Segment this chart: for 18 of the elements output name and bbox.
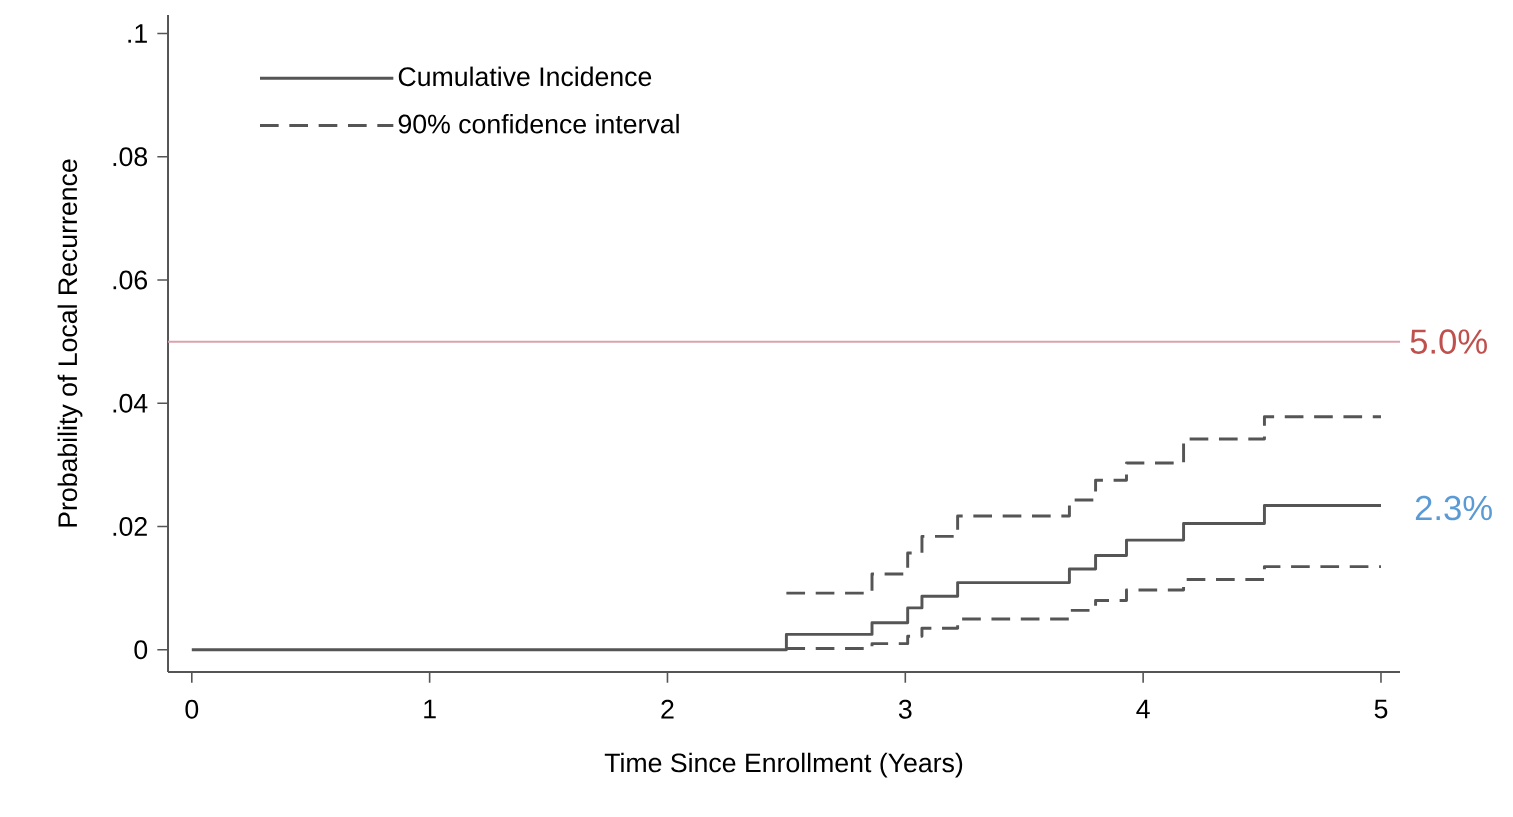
y-tick-label: .06: [113, 270, 148, 290]
annotation: 2.3%: [1415, 495, 1492, 521]
y-tick-label: .08: [113, 147, 148, 167]
x-tick-label: 3: [898, 699, 912, 719]
y-tick-label: .1: [128, 24, 147, 43]
x-tick-label: 0: [185, 699, 199, 719]
x-tick-label: 1: [424, 699, 436, 719]
x-tick-label: 2: [661, 699, 674, 719]
y-tick-label: .02: [113, 517, 147, 536]
x-tick-label: 5: [1374, 699, 1388, 719]
y-tick-label: 0: [134, 640, 148, 660]
ref-line-label: 5.0%: [1410, 329, 1487, 354]
legend-label: Cumulative Incidence: [398, 66, 652, 87]
y-axis-title: Probability of Local Recurrence: [57, 159, 83, 527]
x-tick-label: 4: [1136, 699, 1150, 719]
legend-label: 90% confidence interval: [398, 113, 679, 134]
x-axis-title: Time Since Enrollment (Years): [604, 752, 963, 778]
y-tick-label: .04: [113, 393, 148, 413]
